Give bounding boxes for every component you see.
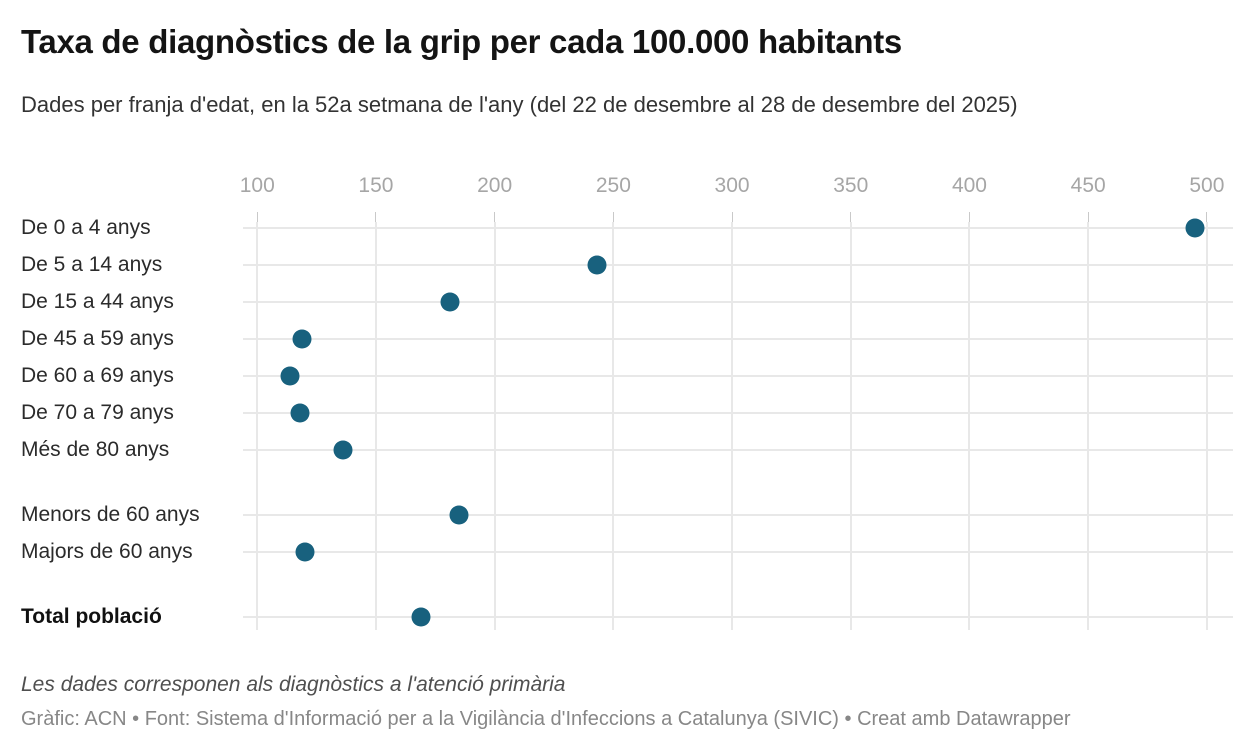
vertical-gridline [612,222,615,630]
data-point-dot [290,403,310,423]
dot-plot-chart: 100 150 200 250 300 350 400 450 500 De 0 a 4 anys… [0,171,1240,633]
axis-tick-label: 300 [714,174,750,197]
vertical-gridline [1087,222,1090,630]
row-label: De 70 a 79 anys [21,401,174,424]
axis-tick-mark [1087,212,1089,222]
chart-attribution: Gràfic: ACN • Font: Sistema d'Informació… [21,708,1071,730]
vertical-gridline [968,222,971,630]
axis-tick-mark [1206,212,1208,222]
row-gridline [243,616,1233,618]
data-point-dot [295,542,315,562]
data-point-dot [1185,218,1205,238]
vertical-gridline [493,222,496,630]
row-gridline [243,301,1233,303]
axis-tick-label: 450 [1070,174,1106,197]
vertical-gridline [849,222,852,630]
vertical-gridline [1205,222,1208,630]
row-label: De 15 a 44 anys [21,290,174,313]
axis-tick-mark [612,212,614,222]
row-label: De 60 a 69 anys [21,364,174,387]
row-label: Més de 80 anys [21,438,170,461]
row-gridline [243,227,1233,229]
row-label: Total població [21,605,162,628]
data-point-dot [587,255,607,275]
row-gridline [243,412,1233,414]
row-gridline [243,264,1233,266]
axis-tick-label: 150 [358,174,394,197]
row-gridline [243,514,1233,516]
axis-tick-label: 400 [951,174,987,197]
data-point-dot [280,366,300,386]
axis-tick-mark [968,212,970,222]
row-label: De 5 a 14 anys [21,253,163,276]
row-gridline [243,551,1233,553]
data-point-dot [292,329,312,349]
chart-note: Les dades corresponen als diagnòstics a … [21,673,566,696]
chart-title: Taxa de diagnòstics de la grip per cada … [21,23,902,60]
row-gridline [243,449,1233,451]
axis-tick-mark [494,212,496,222]
vertical-gridline [731,222,734,630]
data-point-dot [449,505,469,525]
axis-tick-label: 200 [477,174,513,197]
axis-tick-label: 350 [833,174,869,197]
row-gridline [243,375,1233,377]
vertical-gridline [256,222,259,630]
axis-tick-label: 100 [239,174,275,197]
axis-tick-label: 500 [1189,174,1225,197]
row-gridline [243,338,1233,340]
row-label: Menors de 60 anys [21,503,200,526]
axis-tick-mark [256,212,258,222]
row-label: Majors de 60 anys [21,540,193,563]
axis-tick-label: 250 [595,174,631,197]
axis-tick-mark [731,212,733,222]
axis-tick-mark [850,212,852,222]
chart-subtitle: Dades per franja d'edat, en la 52a setma… [21,92,1018,117]
vertical-gridline [374,222,377,630]
row-label: De 0 a 4 anys [21,216,151,239]
data-point-dot [333,440,353,460]
row-label: De 45 a 59 anys [21,327,174,350]
data-point-dot [411,607,431,627]
axis-tick-mark [375,212,377,222]
data-point-dot [440,292,460,312]
